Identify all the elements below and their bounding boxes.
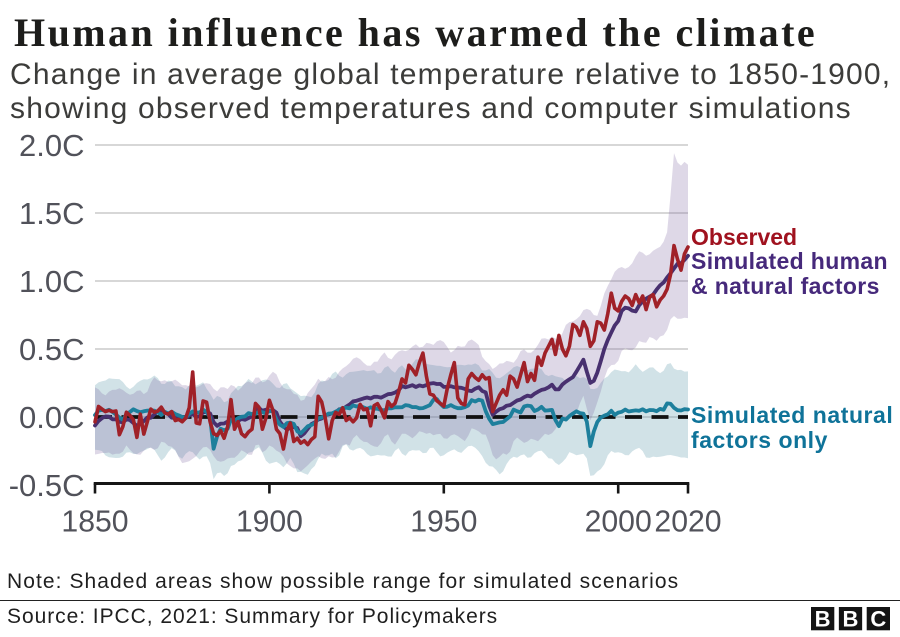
svg-text:-0.5C: -0.5C xyxy=(9,468,85,503)
svg-text:2020: 2020 xyxy=(654,506,721,539)
svg-text:2000: 2000 xyxy=(585,506,652,539)
svg-text:1900: 1900 xyxy=(236,506,303,539)
svg-text:1.5C: 1.5C xyxy=(19,196,84,231)
svg-text:B: B xyxy=(843,607,859,632)
svg-text:1850: 1850 xyxy=(61,506,128,539)
svg-text:2.0C: 2.0C xyxy=(19,128,84,163)
svg-text:B: B xyxy=(815,607,831,632)
svg-text:1950: 1950 xyxy=(410,506,477,539)
svg-text:0.5C: 0.5C xyxy=(19,332,84,367)
svg-text:1.0C: 1.0C xyxy=(19,264,84,299)
svg-text:0.0C: 0.0C xyxy=(19,400,84,435)
svg-text:C: C xyxy=(870,607,886,632)
